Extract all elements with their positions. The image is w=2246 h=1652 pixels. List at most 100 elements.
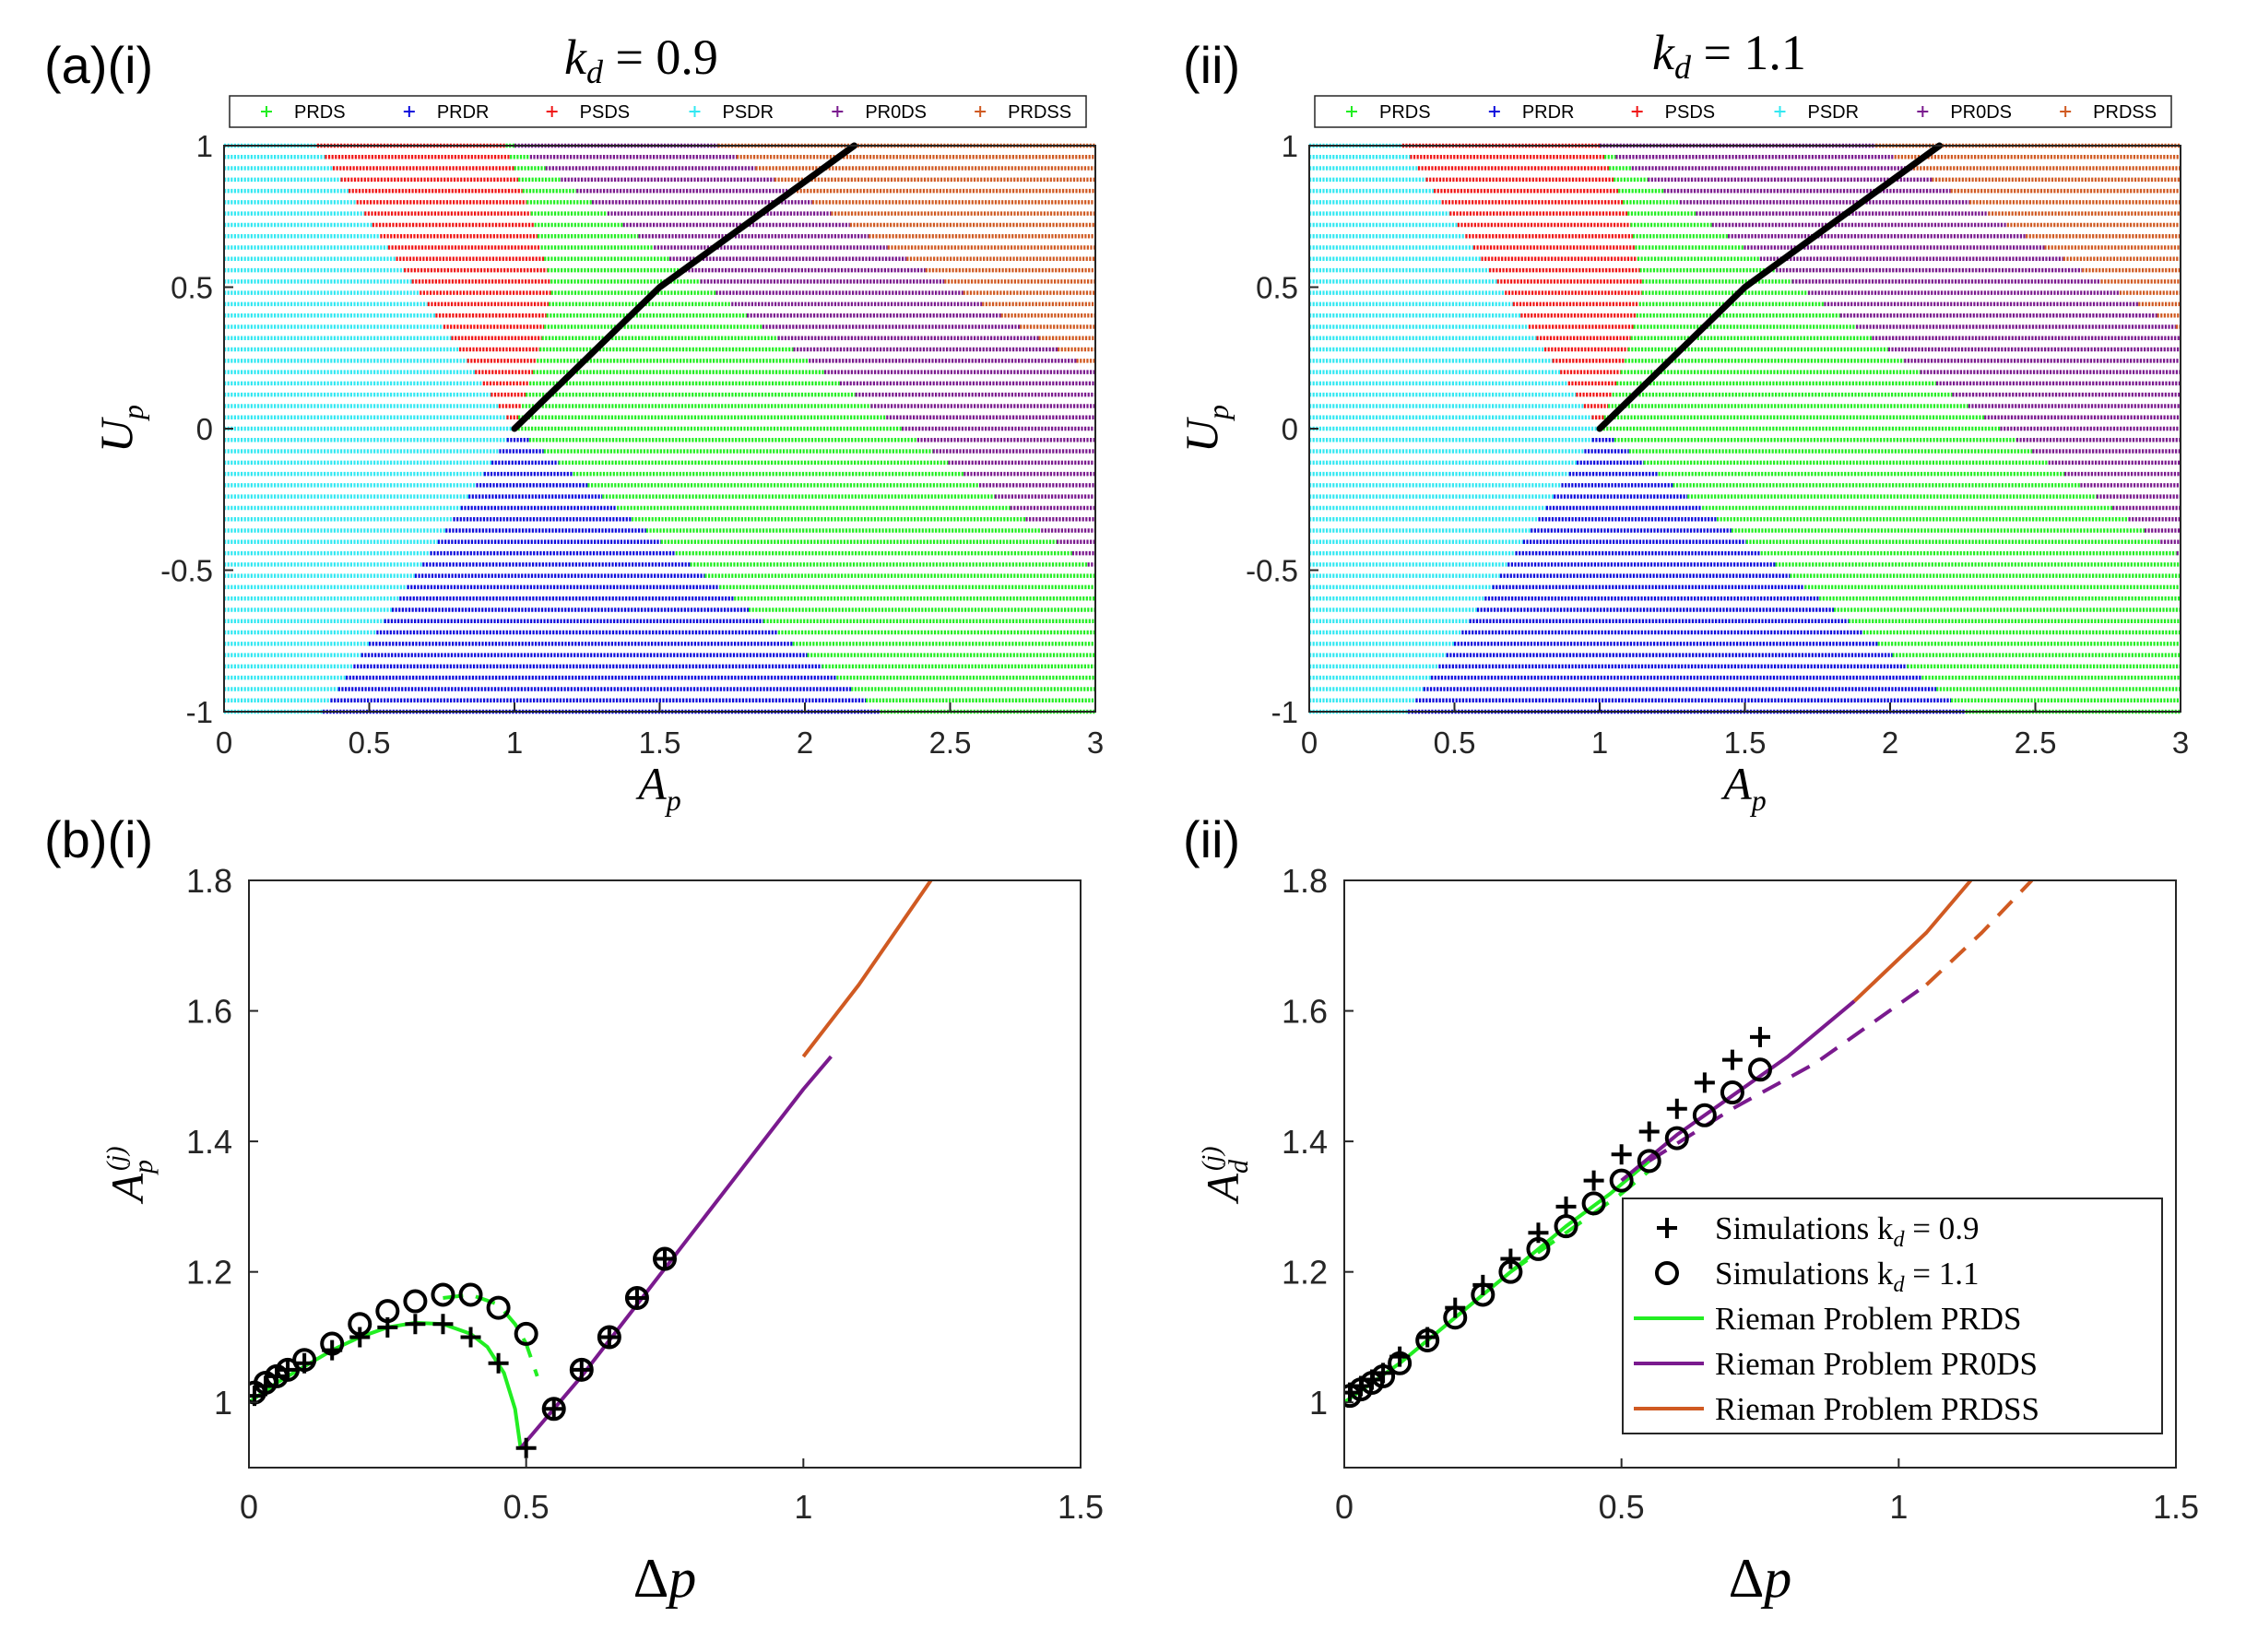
x-tick-label: 3 [1087, 726, 1104, 760]
x-axis-label-sub: p [1750, 784, 1767, 817]
y-tick-label: 0.5 [1256, 271, 1298, 305]
legend-marker-prdr [403, 106, 415, 117]
title-a-ii-sub: d [1674, 49, 1692, 86]
y-tick-label: 1 [1309, 1384, 1328, 1422]
legend-marker-prds [261, 106, 272, 117]
y-tick-label: 1.4 [186, 1123, 232, 1161]
legend-entry-suffix: = 1.1 [1905, 1256, 1980, 1292]
legend-box [1622, 1198, 2163, 1434]
sim-point-kd-0-9 [571, 1359, 592, 1380]
x-axis-label-main: A [635, 758, 667, 809]
sim-point-kd-1-1 [1554, 1214, 1578, 1239]
y-axis-label-sup: (j) [102, 1147, 131, 1171]
x-tick-label: 0 [216, 726, 232, 760]
x-axis-label-sub: p [665, 784, 681, 817]
y-axis-label: Up [1176, 405, 1235, 453]
legend-entry: Simulations kd = 0.9 [1715, 1210, 1980, 1252]
y-tick-label: 1.6 [1282, 993, 1328, 1031]
sim-point-kd-1-1 [1664, 1126, 1689, 1150]
legend-label-psdr: PSDR [723, 102, 774, 123]
y-axis-label: Up [90, 405, 149, 453]
legend-entry: Rieman Problem PRDS [1715, 1301, 2022, 1337]
sim-point-kd-0-9 [1555, 1196, 1577, 1217]
panel-label-b-ii: (ii) [1183, 810, 1240, 868]
y-tick-label: 0 [1282, 412, 1298, 446]
x-tick-label: 0 [240, 1488, 258, 1526]
legend-label-prdss: PRDSS [2093, 102, 2157, 123]
legend-box [1314, 95, 2172, 128]
sim-point-kd-1-1 [1443, 1305, 1468, 1330]
sim-point-kd-0-9 [1666, 1098, 1687, 1119]
y-tick-label: 1 [196, 129, 213, 163]
sim-point-kd-0-9 [1500, 1248, 1521, 1269]
legend-label-psdr: PSDR [1808, 102, 1860, 123]
x-tick-label: 1 [794, 1488, 812, 1526]
legend-label-pr0ds: PR0DS [865, 102, 927, 123]
series-line-pr0ds [519, 1055, 833, 1450]
black-line [511, 142, 858, 432]
legend-label-prds: PRDS [1379, 102, 1431, 123]
legend-entry: Rieman Problem PR0DS [1715, 1346, 2038, 1382]
sim-point-kd-1-1 [1471, 1282, 1495, 1307]
x-axis-label: Δp [1729, 1548, 1792, 1609]
x-tick-label: 1 [1889, 1488, 1908, 1526]
x-tick-label: 1.5 [1058, 1488, 1104, 1526]
sim-point-kd-1-1 [1609, 1168, 1634, 1193]
legend-entry-prefix: Rieman Problem PR0DS [1715, 1346, 2038, 1382]
y-tick-label: 1 [214, 1384, 232, 1422]
sim-point-kd-1-1 [320, 1331, 345, 1356]
sim-point-kd-0-9 [488, 1352, 509, 1374]
plot-area [249, 880, 933, 1458]
legend-marker-plus [1657, 1218, 1677, 1238]
legend-entry-sub: d [1894, 1228, 1906, 1252]
series-line-prdss [1852, 880, 1973, 1003]
y-tick-label: 1.8 [186, 862, 232, 900]
y-tick-label: 1.8 [1282, 862, 1328, 900]
series-line-pr0ds [1620, 999, 1856, 1183]
y-tick-label: 1.2 [186, 1254, 232, 1292]
sim-point-kd-1-1 [597, 1325, 621, 1350]
sim-point-kd-1-1 [514, 1321, 538, 1346]
sim-point-kd-1-1 [431, 1282, 455, 1307]
sim-point-kd-1-1 [403, 1289, 428, 1314]
x-axis-label-main: A [1720, 758, 1752, 809]
legend-marker-prdss [975, 106, 987, 117]
y-axis-label-sup: (j) [1198, 1147, 1226, 1171]
x-axis-label-delta: Δ [633, 1548, 669, 1609]
x-tick-label: 1.5 [639, 726, 681, 760]
legend-label-prdr: PRDR [437, 102, 490, 123]
legend-marker-circle [1655, 1261, 1679, 1285]
legend-marker-prds [1346, 106, 1357, 117]
y-axis-label-group: Up [1176, 405, 1235, 453]
legend-marker-pr0ds [1917, 106, 1929, 117]
axes-frame [1343, 879, 2177, 1469]
y-axis-label-sub: p [1201, 405, 1235, 421]
legend-marker-psdr [1774, 106, 1786, 117]
black-line [1596, 142, 1944, 432]
y-axis-label-main: A [1197, 1173, 1248, 1204]
sim-point-kd-1-1 [653, 1246, 677, 1271]
sim-point-kd-1-1 [624, 1285, 649, 1310]
panel-label-a-ii: (ii) [1183, 36, 1240, 94]
sim-point-kd-1-1 [1371, 1363, 1396, 1388]
sim-point-kd-1-1 [1692, 1103, 1717, 1127]
sim-point-kd-1-1 [1720, 1080, 1744, 1105]
x-axis-label-p: p [665, 1548, 696, 1609]
legend-entry: Rieman Problem PRDSS [1715, 1391, 2039, 1427]
y-tick-label: 1 [1282, 129, 1298, 163]
sim-point-kd-1-1 [1415, 1328, 1440, 1352]
legend-entry-prefix: Simulations k [1715, 1210, 1894, 1246]
sim-point-kd-1-1 [1388, 1351, 1413, 1375]
x-tick-label: 0.5 [1434, 726, 1476, 760]
title-a-i-val: = 0.9 [603, 30, 718, 85]
legend-marker-psdr [689, 106, 701, 117]
x-axis-label: Δp [633, 1548, 697, 1609]
legend-label-psds: PSDS [580, 102, 630, 123]
legend-marker-prdr [1488, 106, 1500, 117]
x-tick-label: 0 [1335, 1488, 1354, 1526]
sim-point-kd-0-9 [432, 1314, 454, 1335]
plot-area [1344, 880, 2034, 1409]
series-line-prds [249, 1320, 523, 1449]
y-axis-label: Ap(j) [101, 1147, 159, 1205]
